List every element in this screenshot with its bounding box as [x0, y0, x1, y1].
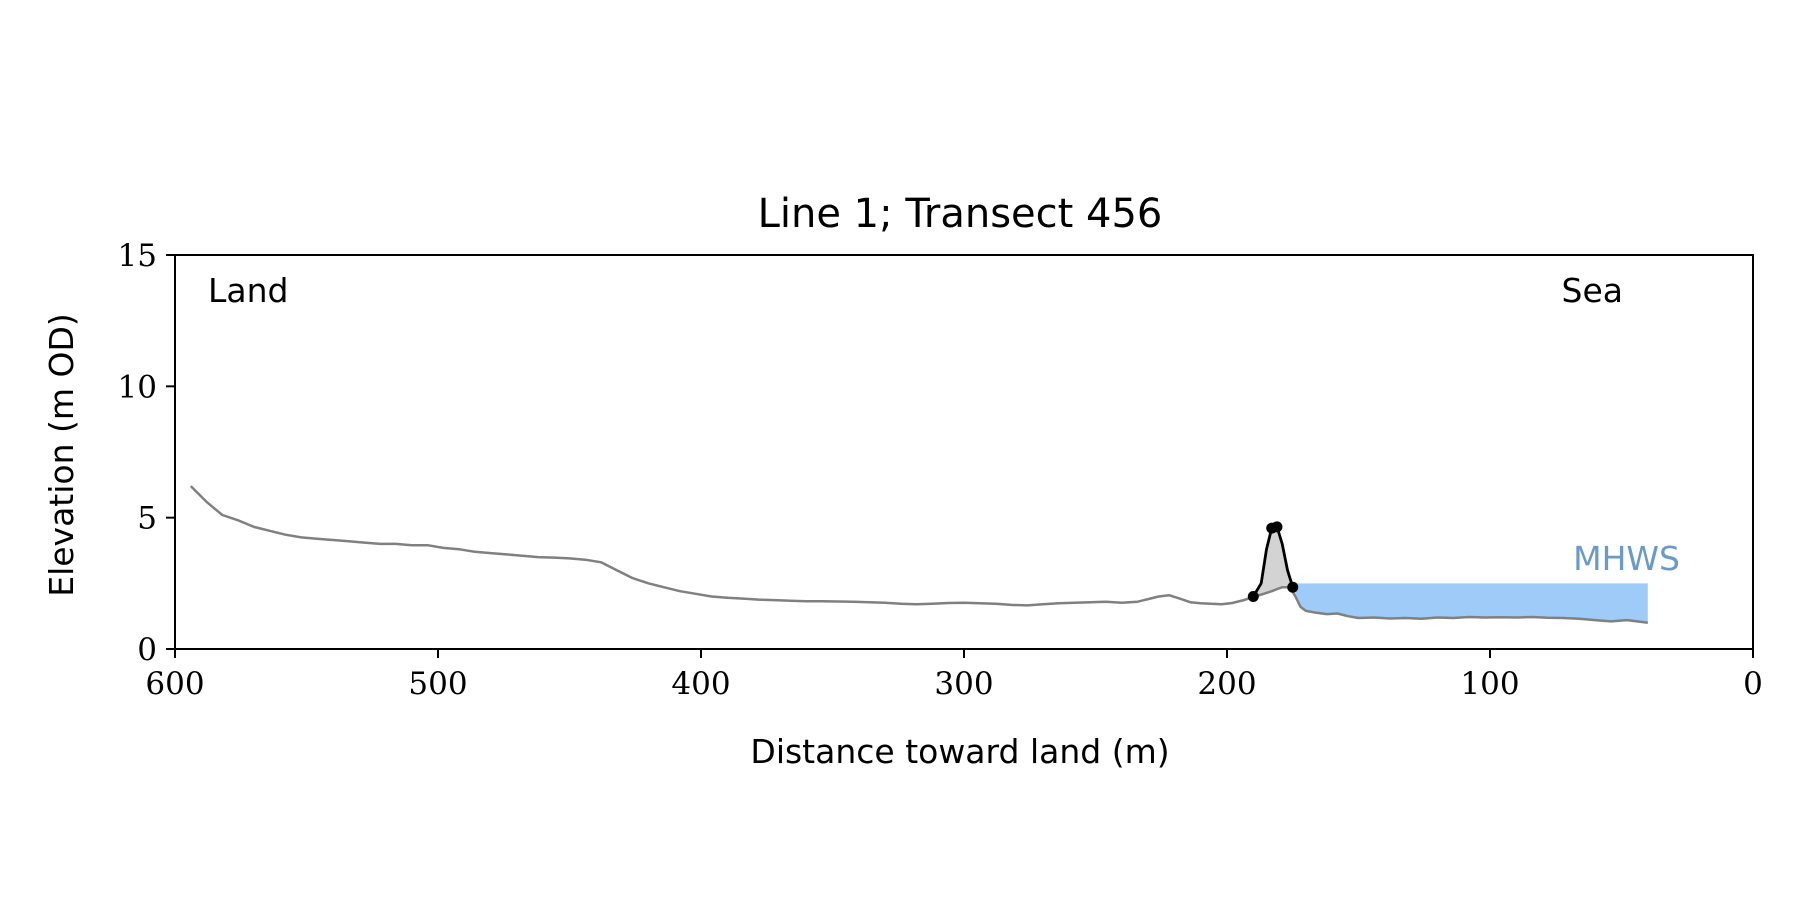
y-axis-label: Elevation (m OD)	[42, 313, 81, 597]
land-annotation: Land	[208, 271, 288, 310]
sea-annotation: Sea	[1562, 271, 1623, 310]
y-tick-label: 5	[137, 501, 157, 537]
mhws-sea-area	[1295, 583, 1648, 623]
profile-series-line	[189, 485, 1648, 624]
y-axis-ticks: 0 5 10 15	[118, 238, 175, 668]
x-tick-label: 300	[934, 666, 993, 702]
y-tick-label: 15	[118, 238, 157, 274]
y-tick-label: 10	[118, 369, 157, 405]
x-tick-label: 500	[408, 666, 467, 702]
chart-title: Line 1; Transect 456	[758, 191, 1163, 237]
x-tick-label: 600	[145, 666, 204, 702]
dune-marker-point	[1287, 581, 1299, 593]
x-axis-ticks: 600 500 400 300 200 100 0	[145, 649, 1763, 702]
dune-marker-point	[1271, 521, 1283, 533]
x-tick-label: 0	[1743, 666, 1763, 702]
dune-marker-point	[1247, 590, 1259, 602]
x-tick-label: 100	[1460, 666, 1519, 702]
y-tick-label: 0	[137, 632, 157, 668]
x-axis-label: Distance toward land (m)	[750, 732, 1169, 771]
x-tick-label: 400	[671, 666, 730, 702]
sea-area-layer	[1295, 583, 1648, 623]
x-tick-label: 200	[1197, 666, 1256, 702]
mhws-label: MHWS	[1573, 539, 1680, 578]
dune-markers	[1247, 521, 1299, 602]
